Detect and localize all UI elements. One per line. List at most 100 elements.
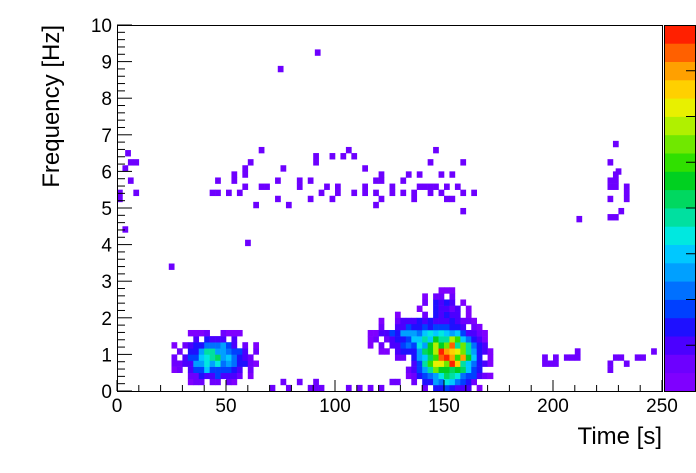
heatmap-bin bbox=[242, 171, 249, 178]
heatmap-bin bbox=[454, 384, 461, 392]
heatmap-bin bbox=[236, 372, 243, 380]
heatmap-bin bbox=[449, 360, 456, 367]
heatmap-bin bbox=[465, 311, 472, 319]
heatmap-bin bbox=[422, 299, 428, 306]
heatmap-bin bbox=[422, 360, 428, 367]
heatmap-bin bbox=[438, 354, 445, 361]
heatmap-bin bbox=[449, 348, 456, 355]
heatmap-bin bbox=[313, 153, 319, 160]
heatmap-bin bbox=[231, 366, 238, 373]
heatmap-bin bbox=[433, 146, 439, 154]
heatmap-bin bbox=[373, 201, 379, 209]
heatmap-bin bbox=[422, 329, 428, 337]
heatmap-bin bbox=[400, 177, 407, 184]
heatmap-bin bbox=[427, 317, 434, 325]
heatmap-bin bbox=[487, 348, 494, 355]
heatmap-bin bbox=[482, 360, 488, 367]
heatmap-bin bbox=[307, 384, 314, 392]
heatmap-bin bbox=[405, 372, 412, 380]
heatmap-bin bbox=[476, 372, 483, 380]
y-tick-label: 5 bbox=[101, 199, 112, 220]
heatmap-bin bbox=[242, 342, 249, 349]
heatmap-bin bbox=[411, 366, 418, 373]
heatmap-bin bbox=[411, 342, 418, 349]
heatmap-bin bbox=[275, 195, 281, 203]
heatmap-bin bbox=[487, 360, 494, 367]
heatmap-bin bbox=[433, 366, 439, 373]
heatmap-bin bbox=[416, 317, 423, 325]
heatmap-bin bbox=[400, 323, 407, 331]
heatmap-bin bbox=[367, 336, 374, 343]
heatmap-bin bbox=[378, 323, 385, 331]
heatmap-bin bbox=[405, 342, 412, 349]
heatmap-bin bbox=[182, 354, 189, 361]
heatmap-bin bbox=[231, 177, 238, 184]
heatmap-bin bbox=[411, 348, 418, 355]
heatmap-bin bbox=[215, 378, 221, 386]
heatmap-bin bbox=[193, 378, 200, 386]
heatmap-bin bbox=[487, 372, 494, 380]
heatmap-bin bbox=[438, 329, 445, 337]
heatmap-bin bbox=[416, 336, 423, 343]
heatmap-bin bbox=[433, 293, 439, 300]
heatmap-bin bbox=[226, 342, 232, 349]
palette-swatch bbox=[664, 171, 696, 191]
heatmap-bin bbox=[422, 378, 428, 386]
heatmap-bin bbox=[345, 384, 352, 392]
heatmap-bin bbox=[127, 159, 134, 166]
heatmap-bin bbox=[187, 366, 194, 373]
heatmap-bin bbox=[394, 311, 401, 319]
palette-swatch bbox=[664, 208, 696, 227]
heatmap-bin bbox=[476, 360, 483, 367]
heatmap-bin bbox=[378, 384, 385, 392]
heatmap-bin bbox=[389, 336, 396, 343]
heatmap-bin bbox=[127, 177, 134, 184]
heatmap-bin bbox=[204, 354, 210, 361]
heatmap-bin bbox=[209, 354, 216, 361]
heatmap-bin bbox=[471, 378, 477, 386]
x-tick-label: 250 bbox=[646, 396, 678, 417]
heatmap-bin bbox=[296, 378, 303, 386]
heatmap-bin bbox=[449, 299, 456, 306]
heatmap-bin bbox=[460, 348, 467, 355]
palette-swatch bbox=[664, 98, 696, 117]
heatmap-bin bbox=[168, 263, 175, 270]
heatmap-bin bbox=[482, 348, 488, 355]
heatmap-bin bbox=[367, 329, 374, 337]
heatmap-bin bbox=[389, 183, 396, 190]
heatmap-bin bbox=[198, 378, 205, 386]
heatmap-bin bbox=[416, 348, 423, 355]
heatmap-bin bbox=[444, 287, 450, 294]
heatmap-bin bbox=[444, 378, 450, 386]
palette-swatch bbox=[664, 189, 696, 209]
heatmap-bin bbox=[171, 342, 178, 349]
heatmap-bin bbox=[236, 348, 243, 355]
heatmap-bin bbox=[454, 378, 461, 386]
heatmap-bin bbox=[444, 342, 450, 349]
heatmap-bin bbox=[204, 336, 210, 343]
heatmap-bin bbox=[460, 378, 467, 386]
heatmap-bin bbox=[449, 293, 456, 300]
heatmap-bin bbox=[482, 336, 488, 343]
y-tick-label: 10 bbox=[91, 16, 112, 37]
heatmap-bin bbox=[345, 146, 352, 154]
heatmap-bin bbox=[220, 372, 227, 380]
heatmap-bin bbox=[465, 360, 472, 367]
heatmap-bin bbox=[220, 342, 227, 349]
heatmap-bin bbox=[187, 329, 194, 337]
palette-swatch bbox=[664, 43, 696, 62]
heatmap-bin bbox=[204, 348, 210, 355]
heatmap-bin bbox=[607, 177, 614, 184]
heatmap-bin bbox=[454, 183, 461, 190]
heatmap-bin bbox=[416, 329, 423, 337]
heatmap-bin bbox=[444, 195, 450, 203]
heatmap-bin bbox=[231, 360, 238, 367]
heatmap-bin bbox=[542, 360, 548, 367]
heatmap-bin bbox=[433, 378, 439, 386]
heatmap-bin bbox=[460, 342, 467, 349]
heatmap-bin bbox=[471, 336, 477, 343]
heatmap-bin bbox=[607, 214, 614, 221]
heatmap-bin bbox=[438, 378, 445, 386]
palette-swatch bbox=[664, 354, 696, 374]
